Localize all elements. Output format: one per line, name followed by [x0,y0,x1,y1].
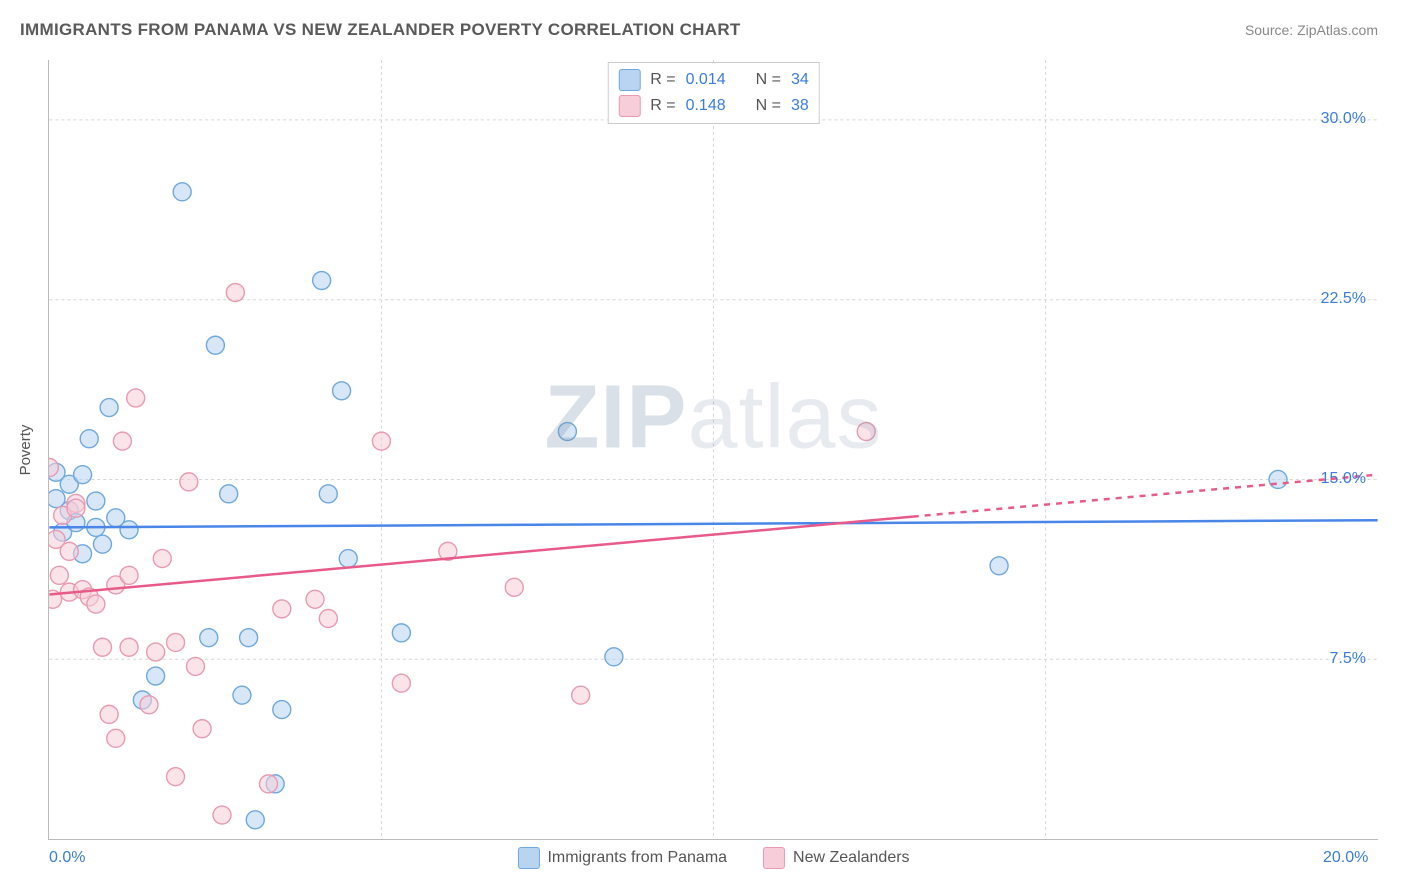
scatter-point-nz [186,657,204,675]
scatter-point-nz [226,284,244,302]
scatter-point-panama [313,272,331,290]
legend-item-panama: Immigrants from Panama [517,847,727,869]
x-tick-label: 0.0% [49,849,85,867]
scatter-point-panama [74,466,92,484]
n-label: N = [756,97,781,115]
scatter-point-nz [87,595,105,613]
scatter-point-panama [605,648,623,666]
y-axis-label: Poverty [17,424,34,475]
scatter-point-panama [200,629,218,647]
scatter-point-panama [233,686,251,704]
y-tick-label: 7.5% [1330,650,1366,668]
legend-label-panama: Immigrants from Panama [547,849,727,867]
scatter-point-nz [120,566,138,584]
scatter-point-panama [990,557,1008,575]
scatter-point-nz [857,423,875,441]
scatter-point-panama [173,183,191,201]
scatter-point-panama [333,382,351,400]
r-value-panama: 0.014 [686,71,726,89]
y-tick-label: 30.0% [1321,110,1366,128]
scatter-point-nz [127,389,145,407]
scatter-point-nz [260,775,278,793]
scatter-point-nz [193,720,211,738]
chart-area: Poverty ZIPatlas R = 0.014 N = 34 R = 0.… [48,60,1378,840]
scatter-point-nz [505,578,523,596]
scatter-point-nz [100,705,118,723]
swatch-nz [763,847,785,869]
scatter-point-panama [339,550,357,568]
stats-legend-row-panama: R = 0.014 N = 34 [618,67,809,93]
scatter-point-panama [273,701,291,719]
r-label: R = [650,71,675,89]
scatter-point-nz [392,674,410,692]
swatch-panama [618,69,640,91]
scatter-point-nz [213,806,231,824]
chart-title: IMMIGRANTS FROM PANAMA VS NEW ZEALANDER … [20,20,741,40]
scatter-point-panama [87,492,105,510]
legend-item-nz: New Zealanders [763,847,910,869]
scatter-point-panama [1269,470,1287,488]
scatter-point-nz [120,638,138,656]
swatch-nz [618,95,640,117]
scatter-point-nz [180,473,198,491]
scatter-point-panama [319,485,337,503]
y-tick-label: 22.5% [1321,290,1366,308]
n-value-panama: 34 [791,71,809,89]
trend-line-nz [49,517,912,595]
scatter-point-panama [246,811,264,829]
scatter-point-nz [147,643,165,661]
scatter-point-nz [140,696,158,714]
legend-label-nz: New Zealanders [793,849,910,867]
r-value-nz: 0.148 [686,97,726,115]
trend-line-nz-dashed [913,475,1378,517]
scatter-point-nz [60,542,78,560]
scatter-point-nz [372,432,390,450]
x-tick-label: 20.0% [1323,849,1368,867]
scatter-point-nz [319,609,337,627]
scatter-point-panama [206,336,224,354]
scatter-point-nz [273,600,291,618]
scatter-point-nz [167,768,185,786]
scatter-point-nz [113,432,131,450]
stats-legend-row-nz: R = 0.148 N = 38 [618,93,809,119]
scatter-point-nz [167,633,185,651]
y-tick-label: 15.0% [1321,470,1366,488]
scatter-point-nz [67,499,85,517]
scatter-point-nz [50,566,68,584]
series-legend: Immigrants from Panama New Zealanders [517,847,909,869]
r-label: R = [650,97,675,115]
scatter-point-nz [93,638,111,656]
n-value-nz: 38 [791,97,809,115]
scatter-point-nz [153,550,171,568]
scatter-point-nz [306,590,324,608]
stats-legend: R = 0.014 N = 34 R = 0.148 N = 38 [607,62,820,124]
scatter-point-panama [93,535,111,553]
scatter-point-panama [220,485,238,503]
scatter-plot [49,60,1378,839]
source-credit: Source: ZipAtlas.com [1245,22,1378,38]
scatter-point-panama [147,667,165,685]
n-label: N = [756,71,781,89]
scatter-point-nz [572,686,590,704]
scatter-point-panama [120,521,138,539]
trend-line-panama [49,520,1377,527]
scatter-point-panama [80,430,98,448]
scatter-point-panama [240,629,258,647]
swatch-panama [517,847,539,869]
scatter-point-panama [392,624,410,642]
scatter-point-nz [107,729,125,747]
scatter-point-panama [100,399,118,417]
scatter-point-panama [558,423,576,441]
